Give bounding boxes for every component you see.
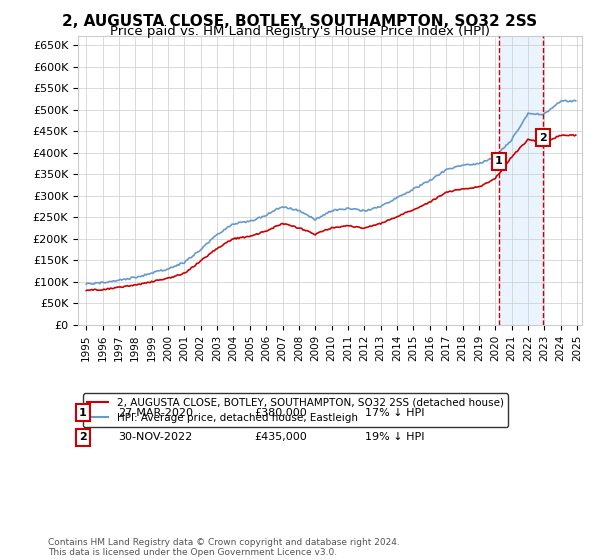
- Text: £380,000: £380,000: [254, 408, 307, 418]
- Text: 17% ↓ HPI: 17% ↓ HPI: [365, 408, 425, 418]
- Text: 2, AUGUSTA CLOSE, BOTLEY, SOUTHAMPTON, SO32 2SS: 2, AUGUSTA CLOSE, BOTLEY, SOUTHAMPTON, S…: [62, 14, 538, 29]
- Text: 27-MAR-2020: 27-MAR-2020: [118, 408, 193, 418]
- Text: 19% ↓ HPI: 19% ↓ HPI: [365, 432, 425, 442]
- Text: Contains HM Land Registry data © Crown copyright and database right 2024.
This d: Contains HM Land Registry data © Crown c…: [48, 538, 400, 557]
- Legend: 2, AUGUSTA CLOSE, BOTLEY, SOUTHAMPTON, SO32 2SS (detached house), HPI: Average p: 2, AUGUSTA CLOSE, BOTLEY, SOUTHAMPTON, S…: [83, 394, 508, 427]
- Bar: [499, 36, 543, 325]
- Text: 1: 1: [79, 408, 87, 418]
- Text: 2: 2: [539, 133, 547, 143]
- Text: 30-NOV-2022: 30-NOV-2022: [118, 432, 193, 442]
- Text: Price paid vs. HM Land Registry's House Price Index (HPI): Price paid vs. HM Land Registry's House …: [110, 25, 490, 38]
- Text: 2: 2: [79, 432, 87, 442]
- Text: 1: 1: [495, 156, 503, 166]
- Text: £435,000: £435,000: [254, 432, 307, 442]
